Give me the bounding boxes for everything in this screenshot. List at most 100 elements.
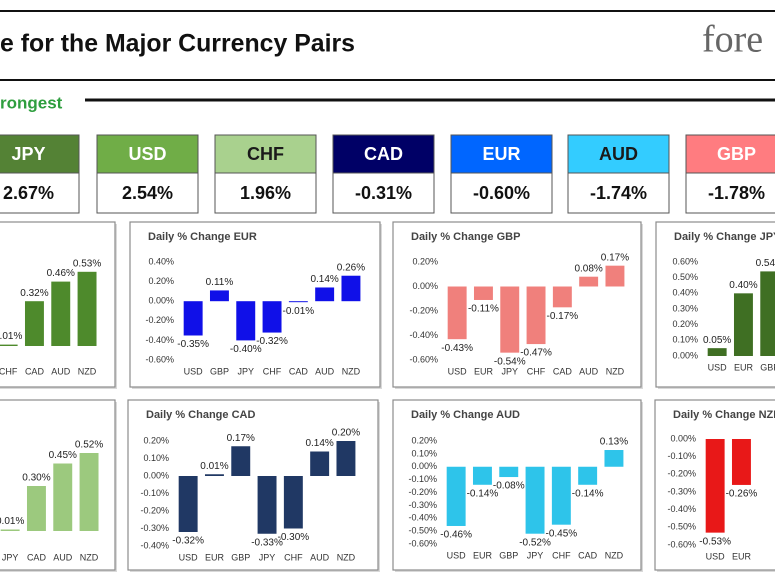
data-label: -0.11% xyxy=(468,304,499,315)
bar xyxy=(472,466,492,485)
x-tick-label: NZD xyxy=(606,366,625,376)
data-label: -0.32% xyxy=(256,336,288,347)
bar xyxy=(178,476,198,532)
chart-panel: Daily % Change EUR 0.40% 0.20% 0.00% -0.20% -… xyxy=(129,221,382,389)
chart-title: Daily % Change EUR xyxy=(148,231,257,243)
y-tick-label: 0.10% xyxy=(143,453,169,463)
bar xyxy=(53,463,73,531)
x-tick-label: USD xyxy=(706,551,726,561)
panel-frame xyxy=(127,399,379,571)
data-label: 0.20% xyxy=(332,428,360,439)
bar xyxy=(310,451,330,476)
tile-body xyxy=(96,172,199,214)
y-tick-label: -0.20% xyxy=(408,487,437,497)
tile-header xyxy=(214,134,317,174)
bar xyxy=(605,265,625,287)
bar xyxy=(473,286,493,300)
y-tick-label: -0.40% xyxy=(145,335,174,345)
data-label: -0.43% xyxy=(441,343,473,354)
chart-panel: Daily % Change GBP 0.20% 0.00% -0.20% -0.40%… xyxy=(392,221,643,389)
y-tick-label: 0.40% xyxy=(672,288,698,298)
bar xyxy=(204,474,224,476)
x-tick-label: CAD xyxy=(27,552,47,562)
tile-currency: JPY xyxy=(11,144,45,164)
chart-panel: Daily % Change NZD 0.00% -0.10% -0.20% -0.30… xyxy=(654,399,775,572)
tile-currency: AUD xyxy=(599,144,638,164)
tile-body xyxy=(214,172,317,214)
data-label: -0.40% xyxy=(230,344,262,355)
x-tick-label: AUD xyxy=(579,366,599,376)
data-label: 0.17% xyxy=(601,252,629,263)
y-tick-label: 0.20% xyxy=(672,319,698,329)
x-tick-label: JPY xyxy=(501,366,518,376)
bar xyxy=(183,301,203,336)
x-tick-label: CAD xyxy=(578,550,598,560)
bar xyxy=(578,466,598,485)
bar xyxy=(526,286,546,345)
bar xyxy=(446,466,466,526)
x-tick-label: GBP xyxy=(210,366,229,376)
x-tick-label: CHF xyxy=(0,366,18,376)
y-tick-label: 0.00% xyxy=(143,470,169,480)
data-label: -0.26% xyxy=(726,489,758,500)
x-tick-label: CHF xyxy=(552,550,571,560)
y-tick-label: -0.60% xyxy=(667,539,696,549)
data-label: 0.01% xyxy=(0,516,24,527)
x-tick-label: USD xyxy=(448,366,468,376)
bar xyxy=(336,441,356,476)
y-tick-label: -0.40% xyxy=(408,513,437,523)
y-tick-label: -0.60% xyxy=(145,354,174,364)
y-tick-label: 0.20% xyxy=(143,435,169,445)
y-tick-label: 0.00% xyxy=(670,433,696,443)
x-tick-label: CHF xyxy=(263,366,282,376)
tile-currency: GBP xyxy=(717,144,756,164)
tile-body xyxy=(450,172,553,214)
chart-title: Daily % Change CAD xyxy=(146,409,255,421)
data-label: 0.14% xyxy=(305,438,333,449)
data-label: 0.13% xyxy=(600,437,628,448)
data-label: 0.26% xyxy=(337,262,365,273)
bar xyxy=(288,301,308,303)
tile-currency: EUR xyxy=(482,144,520,164)
data-label: 0.14% xyxy=(310,274,338,285)
x-tick-label: JPY xyxy=(237,366,254,376)
y-tick-label: -0.40% xyxy=(667,504,696,514)
data-label: 0.11% xyxy=(206,277,234,288)
data-label: -0.54% xyxy=(494,356,526,367)
y-tick-label: -0.50% xyxy=(667,522,696,532)
x-tick-label: USD xyxy=(179,552,199,562)
x-tick-label: AUD xyxy=(310,552,330,562)
tile-header xyxy=(567,134,670,174)
y-tick-label: -0.10% xyxy=(408,474,437,484)
chart-panel: 0.01% CHF 0.32% CAD 0.46% AUD 0.53% NZD xyxy=(0,221,117,389)
x-tick-label: JPY xyxy=(2,552,19,562)
data-label: 0.32% xyxy=(20,288,48,299)
x-tick-label: USD xyxy=(708,362,728,372)
data-label: -0.17% xyxy=(547,311,579,322)
bar xyxy=(579,276,599,287)
chart-panel: Daily % Change AUD 0.20% 0.10% 0.00% -0.10% -… xyxy=(392,399,643,572)
bar xyxy=(77,271,97,346)
y-tick-label: -0.20% xyxy=(140,505,169,515)
data-label: 0.01% xyxy=(200,461,228,472)
data-label: -0.30% xyxy=(278,532,310,543)
tile-change: -1.78% xyxy=(708,183,765,203)
data-label: 0.40% xyxy=(729,280,757,291)
y-tick-label: -0.10% xyxy=(140,488,169,498)
x-tick-label: NZD xyxy=(80,552,99,562)
chart-panel: Daily % Change JPY 0.60% 0.50% 0.40% 0.30% 0.… xyxy=(655,221,775,389)
panel-frame xyxy=(392,399,642,571)
data-label: 0.45% xyxy=(49,450,77,461)
bar xyxy=(283,476,303,529)
y-tick-label: -0.30% xyxy=(408,500,437,510)
page-title: e for the Major Currency Pairs xyxy=(0,30,355,58)
y-tick-label: -0.40% xyxy=(409,330,438,340)
data-label: 0.46% xyxy=(47,268,75,279)
x-tick-label: NZD xyxy=(605,550,624,560)
x-tick-label: EUR xyxy=(732,551,752,561)
x-tick-label: CHF xyxy=(527,366,546,376)
data-label: 0.53% xyxy=(73,258,101,269)
x-tick-label: CAD xyxy=(25,366,45,376)
